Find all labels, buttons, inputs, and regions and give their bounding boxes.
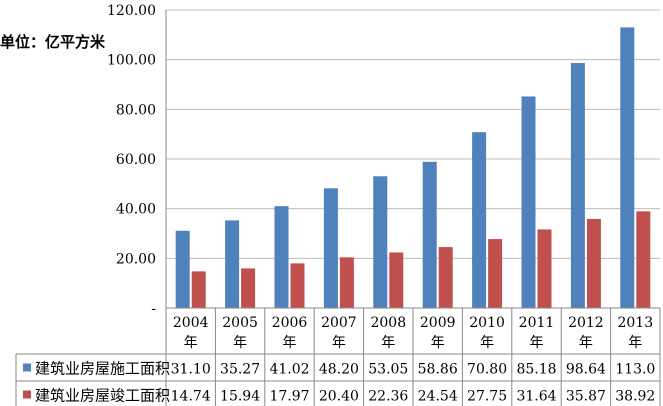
legend-swatch (23, 390, 31, 399)
bar-completion (537, 229, 552, 308)
bar-construction (472, 132, 487, 308)
data-label: 20.40 (319, 389, 359, 405)
bar-completion (339, 257, 354, 308)
x-tick-label: 2007 (321, 315, 357, 331)
x-tick-label: 2013 (617, 315, 653, 331)
data-label: 31.10 (171, 362, 211, 378)
x-tick-suffix: 年 (431, 335, 445, 351)
x-tick-label: 2004 (173, 315, 209, 331)
x-tick-label: 2006 (272, 315, 308, 331)
bar-construction (274, 206, 289, 308)
y-tick-label: 100.00 (107, 53, 156, 69)
y-tick-label: 120.00 (107, 3, 156, 19)
x-tick-label: 2011 (519, 315, 555, 331)
x-tick-suffix: 年 (381, 335, 395, 351)
bar-construction (422, 161, 437, 308)
bar-construction (225, 220, 240, 308)
x-tick-label: 2005 (222, 315, 258, 331)
x-tick-suffix: 年 (628, 335, 642, 351)
y-tick-label: 40.00 (116, 202, 156, 218)
bar-construction (620, 27, 635, 309)
bar-completion (636, 211, 651, 308)
data-label: 35.87 (566, 389, 606, 405)
x-tick-suffix: 年 (579, 335, 593, 351)
bar-construction (570, 63, 585, 308)
data-label: 31.64 (516, 389, 556, 405)
bar-construction (175, 230, 190, 308)
data-label: 35.27 (220, 362, 260, 378)
bar-construction (521, 96, 536, 308)
bar-completion (586, 218, 601, 308)
x-tick-label: 2008 (370, 315, 406, 331)
bar-completion (488, 239, 503, 308)
bar-construction (373, 176, 388, 308)
bar-completion (438, 247, 453, 308)
x-tick-suffix: 年 (332, 335, 346, 351)
data-label: 41.02 (269, 362, 309, 378)
data-label: 22.36 (368, 389, 408, 405)
x-tick-suffix: 年 (530, 335, 544, 351)
legend-swatch (23, 363, 31, 372)
legend-label: 建筑业房屋施工面积 (35, 360, 170, 378)
data-label: 70.80 (467, 362, 507, 378)
data-label: 53.05 (368, 362, 408, 378)
legend-label: 建筑业房屋竣工面积 (35, 387, 170, 405)
data-label: 14.74 (171, 389, 211, 405)
bar-completion (389, 252, 404, 308)
bar-construction (323, 188, 338, 308)
bar-completion (241, 268, 256, 308)
bar-completion (290, 263, 305, 308)
data-label: 85.18 (516, 362, 556, 378)
x-tick-suffix: 年 (480, 335, 494, 351)
data-label: 24.54 (418, 389, 458, 405)
x-tick-label: 2009 (420, 315, 456, 331)
x-tick-suffix: 年 (184, 335, 198, 351)
data-label: 27.75 (467, 389, 507, 405)
y-tick-label: - (151, 301, 156, 317)
unit-label: 单位：亿平方米 (0, 33, 106, 51)
bar-completion (191, 271, 206, 308)
data-label: 113.0 (615, 362, 655, 378)
y-tick-label: 80.00 (116, 102, 156, 118)
data-label: 58.86 (418, 362, 458, 378)
x-tick-label: 2010 (469, 315, 505, 331)
x-tick-suffix: 年 (283, 335, 297, 351)
y-tick-label: 20.00 (116, 251, 156, 267)
data-label: 15.94 (220, 389, 260, 405)
x-tick-label: 2012 (568, 315, 604, 331)
data-label: 98.64 (566, 362, 606, 378)
y-tick-label: 60.00 (116, 152, 156, 168)
data-label: 38.92 (615, 389, 655, 405)
data-label: 17.97 (269, 389, 309, 405)
data-label: 48.20 (319, 362, 359, 378)
x-tick-suffix: 年 (233, 335, 247, 351)
